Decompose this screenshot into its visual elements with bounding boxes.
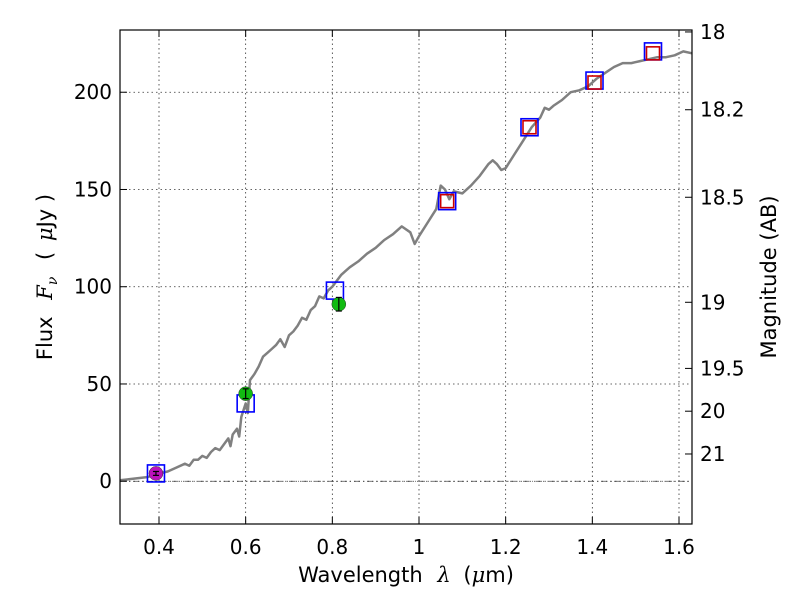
y-axis-title-prefix: Flux bbox=[33, 316, 57, 360]
plot-background bbox=[120, 30, 692, 524]
y-axis-title-unit-symbol: μ bbox=[33, 227, 57, 241]
y2-tick-label: 21 bbox=[700, 442, 725, 466]
y-axis-title-symbol: F bbox=[33, 284, 57, 301]
x-tick-label: 1 bbox=[413, 535, 426, 559]
y2-tick-label: 18.5 bbox=[700, 185, 745, 209]
x-axis-title-unit-symbol: μ bbox=[472, 563, 486, 587]
y2-tick-label: 18.2 bbox=[700, 98, 745, 122]
x-tick-label: 1.4 bbox=[576, 535, 608, 559]
x-axis-title-unit-rest: m) bbox=[485, 563, 514, 587]
photometry-marker bbox=[587, 75, 602, 90]
y-tick-label: 50 bbox=[87, 372, 112, 396]
y2-tick-label: 18 bbox=[700, 20, 725, 44]
spectrum-line bbox=[119, 50, 693, 482]
x-tick-label: 1.2 bbox=[490, 535, 522, 559]
photometry-marker bbox=[439, 193, 455, 209]
y-tick-label: 150 bbox=[74, 177, 112, 201]
x-tick-label: 0.6 bbox=[230, 535, 262, 559]
photometry-marker bbox=[645, 46, 661, 61]
y-axis-title-unit-open: ( bbox=[33, 252, 57, 260]
model-magnitude-marker bbox=[437, 191, 457, 211]
y2-tick-label: 19.5 bbox=[700, 356, 745, 380]
y-tick-label: 100 bbox=[74, 275, 112, 299]
y-tick-label: 0 bbox=[99, 469, 112, 493]
axis-ticks: 0.4 0.6 0.8 1 1.2 1.4 1.6 0 50 100 150 200 18 18.2 18.… bbox=[74, 20, 745, 559]
y2-tick-label: 19 bbox=[700, 290, 725, 314]
photometry-marker bbox=[522, 119, 537, 135]
y2-axis-title: Magnitude (AB) bbox=[757, 195, 781, 358]
x-tick-label: 1.6 bbox=[663, 535, 695, 559]
y2-tick-label: 20 bbox=[700, 399, 725, 423]
x-axis-title-prefix: Wavelength bbox=[298, 563, 423, 587]
y-axis-title-unit-rest: Jy ) bbox=[33, 194, 57, 230]
y-axis-title: Flux Fν ( μJy ) bbox=[33, 194, 62, 360]
x-axis-title-unit-open: ( bbox=[463, 563, 471, 587]
model-magnitude-marker bbox=[520, 117, 539, 137]
y-axis-title-subscript: ν bbox=[45, 276, 61, 285]
data-series bbox=[119, 42, 693, 483]
x-axis-title-symbol: λ bbox=[436, 563, 450, 587]
y-tick-label: 200 bbox=[74, 80, 112, 104]
x-tick-label: 0.4 bbox=[143, 535, 175, 559]
x-axis-title: Wavelength λ (μm) bbox=[298, 563, 514, 587]
plot-frame bbox=[119, 29, 693, 525]
x-tick-label: 0.8 bbox=[316, 535, 348, 559]
model-magnitude-marker bbox=[146, 464, 166, 483]
